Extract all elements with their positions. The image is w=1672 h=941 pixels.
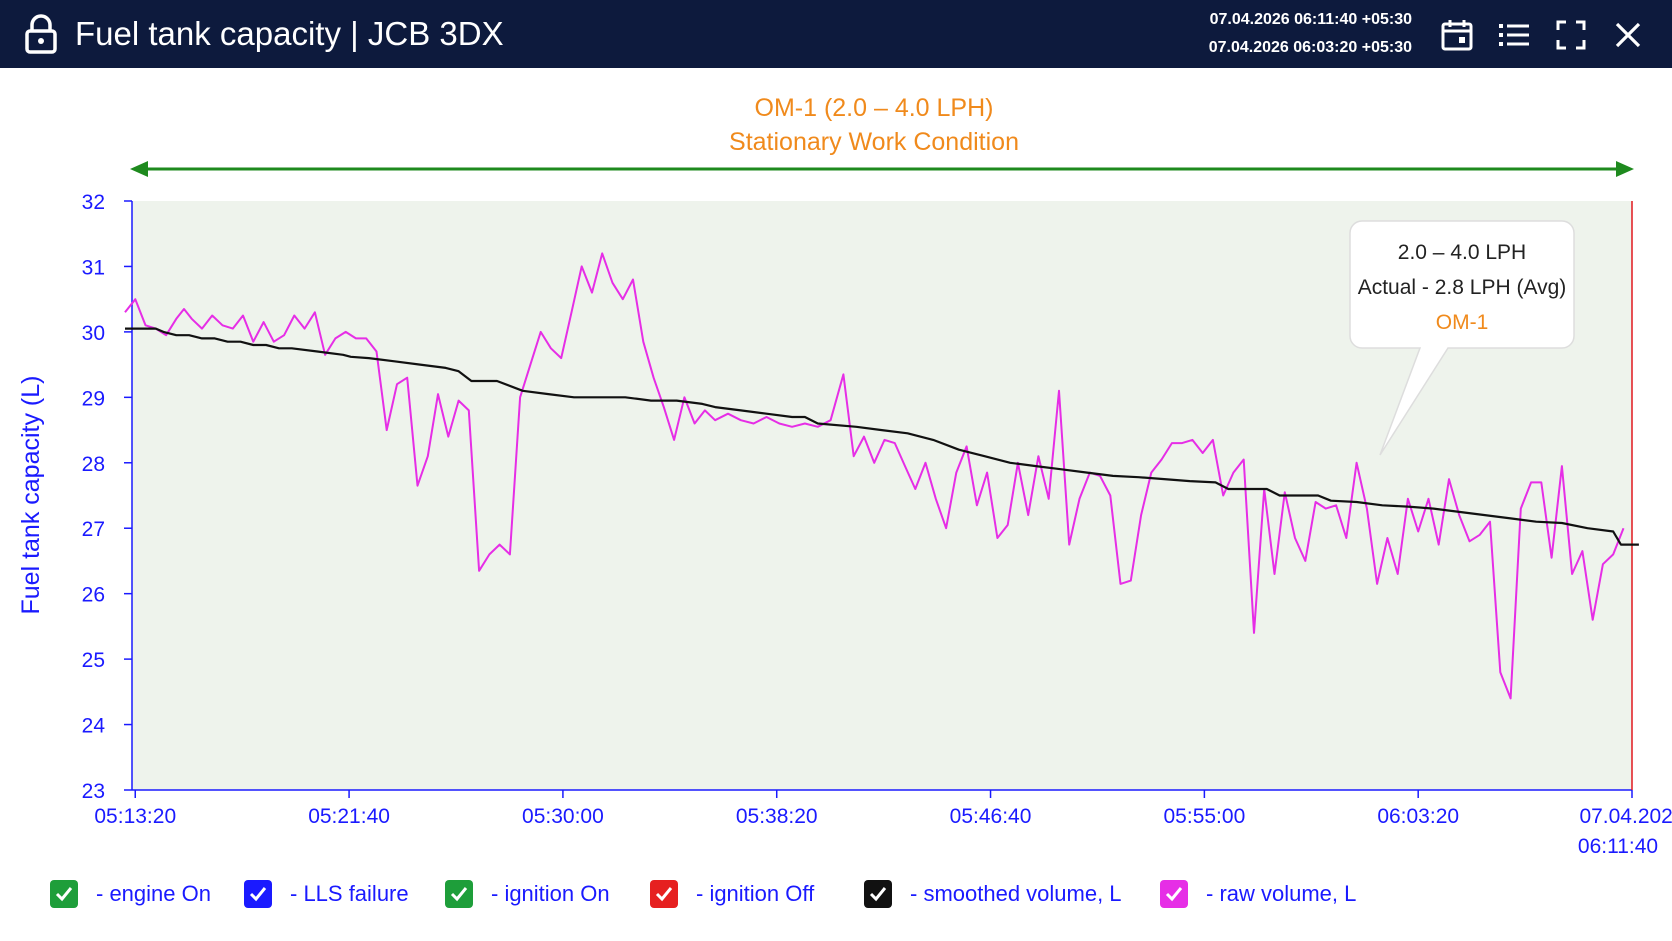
y-tick-label: 26 [82, 584, 105, 607]
timestamp-start: 07.04.2026 06:03:20 +05:30 [1208, 39, 1412, 56]
x-tick-label-time: 06:11:40 [1578, 835, 1658, 858]
legend-label: - LLS failure [290, 881, 409, 906]
y-tick-label: 28 [82, 453, 105, 476]
annotation-subtitle: Stationary Work Condition [729, 128, 1019, 156]
x-tick-label: 05:13:20 [94, 805, 176, 828]
legend-label: - ignition Off [696, 881, 815, 906]
legend-ignition-off[interactable]: - ignition Off [650, 876, 814, 912]
checkbox-icon[interactable] [1160, 880, 1188, 908]
y-tick-label: 32 [82, 191, 105, 214]
annotation-title: OM-1 (2.0 – 4.0 LPH) [755, 94, 994, 122]
x-tick-label: 05:21:40 [308, 805, 390, 828]
tooltip-mode: OM-1 [1436, 311, 1489, 334]
y-tick-label: 31 [82, 256, 105, 279]
title-bar: Fuel tank capacity | JCB 3DX 07.04.2026 … [0, 0, 1672, 68]
legend-smoothed-volume[interactable]: - smoothed volume, L [864, 876, 1122, 912]
fullscreen-icon[interactable] [1553, 17, 1589, 53]
close-icon[interactable] [1610, 17, 1646, 53]
tooltip-actual: Actual - 2.8 LPH (Avg) [1358, 276, 1567, 299]
timestamp-end: 07.04.2026 06:11:40 +05:30 [1209, 11, 1412, 28]
x-tick-label: 06:03:20 [1377, 805, 1459, 828]
lock-icon[interactable] [24, 14, 58, 54]
x-tick-label: 05:38:20 [736, 805, 818, 828]
x-tick-label: 05:46:40 [950, 805, 1032, 828]
x-tick-label: 07.04.2026 [1579, 805, 1672, 828]
y-tick-label: 29 [82, 387, 105, 410]
y-tick-label: 30 [82, 322, 105, 345]
legend-label: - ignition On [491, 881, 610, 906]
x-tick-label: 05:30:00 [522, 805, 604, 828]
om-tooltip [1349, 220, 1575, 456]
list-icon[interactable] [1496, 17, 1532, 53]
legend-label: - engine On [96, 881, 211, 906]
y-axis-label: Fuel tank capacity (L) [17, 376, 45, 615]
legend-lls-failure[interactable]: - LLS failure [244, 876, 409, 912]
y-tick-label: 27 [82, 518, 105, 541]
chart-legend: - engine On - LLS failure - ignition On - i… [0, 876, 1672, 916]
fuel-chart-area: OM-1 (2.0 – 4.0 LPH) Stationary Work Cond… [0, 68, 1672, 941]
tooltip-range: 2.0 – 4.0 LPH [1398, 241, 1526, 264]
y-tick-label: 24 [82, 715, 106, 738]
calendar-icon[interactable] [1439, 17, 1475, 53]
legend-ignition-on[interactable]: - ignition On [445, 876, 610, 912]
range-arrow-right-head [1616, 161, 1634, 177]
checkbox-icon[interactable] [650, 880, 678, 908]
legend-raw-volume[interactable]: - raw volume, L [1160, 876, 1356, 912]
legend-label: - raw volume, L [1206, 881, 1357, 906]
checkbox-icon[interactable] [244, 880, 272, 908]
legend-engine-on[interactable]: - engine On [50, 876, 211, 912]
range-arrow-left-head [130, 161, 148, 177]
y-tick-label: 23 [82, 780, 105, 803]
checkbox-icon[interactable] [50, 880, 78, 908]
checkbox-icon[interactable] [864, 880, 892, 908]
fuel-chart: OM-1 (2.0 – 4.0 LPH) Stationary Work Cond… [17, 94, 1672, 858]
checkbox-icon[interactable] [445, 880, 473, 908]
window-title: Fuel tank capacity | JCB 3DX [75, 15, 504, 52]
tooltip-bubble [1349, 220, 1575, 456]
smoothed-volume-line [125, 327, 1639, 546]
legend-label: - smoothed volume, L [910, 881, 1122, 906]
x-tick-label: 05:55:00 [1164, 805, 1246, 828]
raw-volume-line [124, 252, 1625, 700]
y-tick-label: 25 [82, 649, 105, 672]
